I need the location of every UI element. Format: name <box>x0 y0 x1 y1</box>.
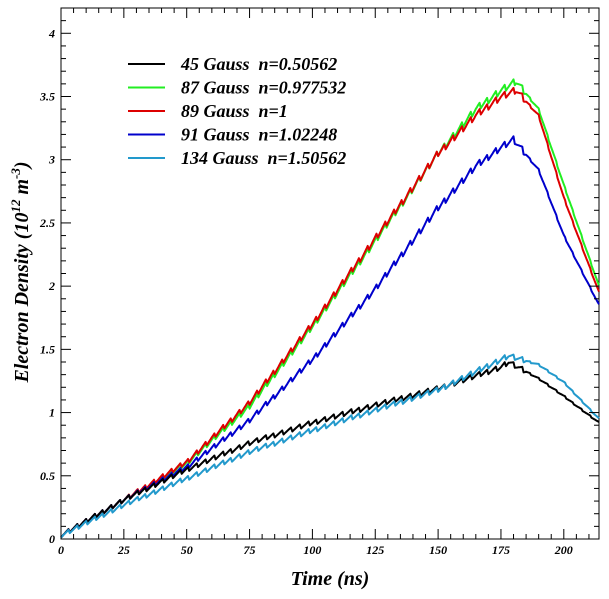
y-axis-title: Electron Density (1012 m-3) <box>8 161 33 383</box>
y-axis-title-exp1: 12 <box>8 199 23 213</box>
series-layer <box>60 78 600 539</box>
x-tick-label: 75 <box>244 543 256 557</box>
y-axis-title-close: ) <box>11 161 33 170</box>
x-tick-label: 25 <box>117 543 130 557</box>
y-axis-title-exp2: -3 <box>8 168 23 179</box>
x-tick-label: 50 <box>181 543 193 557</box>
legend-label-2: 87 Gauss n=0.977532 <box>181 78 346 98</box>
x-tick-label: 200 <box>554 543 573 557</box>
series-line-4 <box>60 135 600 539</box>
y-tick-label: 0.5 <box>40 469 55 483</box>
legend-label-3: 89 Gauss n=1 <box>181 101 288 121</box>
x-tick-label: 0 <box>58 543 64 557</box>
series-line-1 <box>60 361 600 539</box>
legend-label-5: 134 Gauss n=1.50562 <box>181 148 346 168</box>
y-tick-label: 2 <box>48 279 55 293</box>
x-tick-label: 125 <box>366 543 384 557</box>
y-axis-title-main: Electron Density (10 <box>11 213 33 384</box>
legend-label-1: 45 Gauss n=0.50562 <box>180 54 337 74</box>
legend: 45 Gauss n=0.50562 87 Gauss n=0.977532 89 … <box>128 54 346 168</box>
x-tick-label: 175 <box>492 543 510 557</box>
y-tick-label: 3.5 <box>39 90 55 104</box>
y-tick-label: 1.5 <box>40 342 55 356</box>
x-axis-title: Time (ns) <box>291 568 370 590</box>
axis-layer: 0 25 50 75 100 125 150 175 200 0 0.5 1 1.5 2 2.5 3 3.5 4 <box>39 8 599 557</box>
x-tick-label: 100 <box>303 543 321 557</box>
y-tick-label: 0 <box>49 532 55 546</box>
y-tick-label: 4 <box>48 26 55 40</box>
y-tick-label: 1 <box>49 406 55 420</box>
legend-label-4: 91 Gauss n=1.02248 <box>181 125 337 145</box>
series-line-5 <box>60 353 600 539</box>
y-tick-label: 3 <box>48 153 55 167</box>
y-tick-label: 2.5 <box>39 216 55 230</box>
x-tick-label: 150 <box>429 543 447 557</box>
y-axis-title-unit: m <box>11 179 33 200</box>
series-line-3 <box>60 86 600 539</box>
